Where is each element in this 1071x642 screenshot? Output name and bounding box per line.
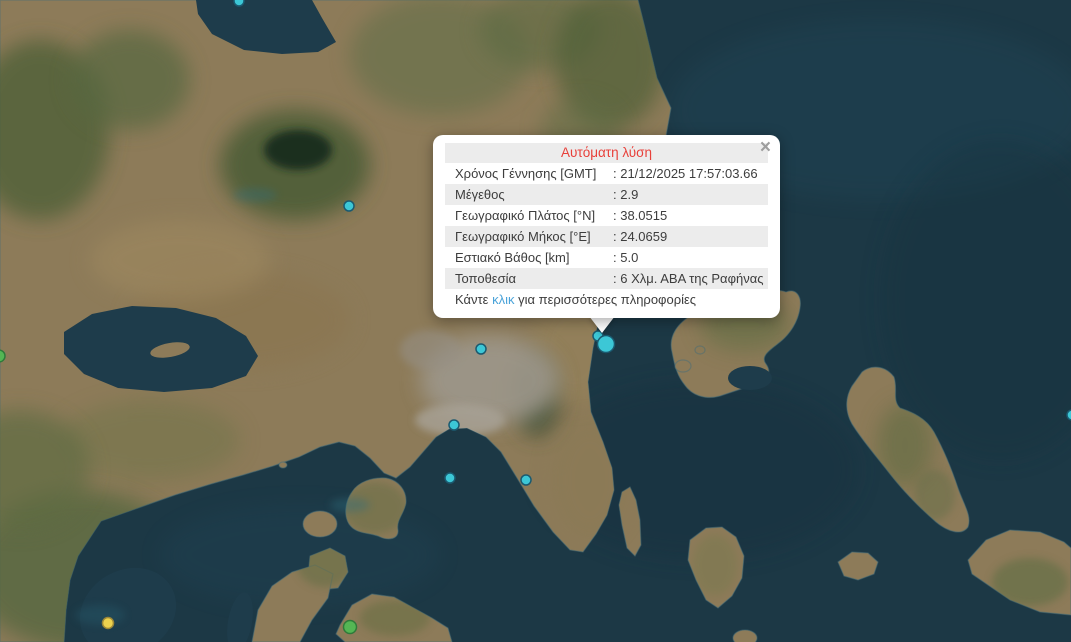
event-marker[interactable] bbox=[520, 474, 532, 486]
event-marker[interactable] bbox=[444, 472, 456, 484]
event-marker[interactable] bbox=[0, 349, 6, 363]
footer-text-prefix: Κάντε bbox=[455, 292, 493, 307]
attribute-label: Γεωγραφικό Πλάτος [°N] bbox=[455, 208, 596, 223]
selected-event-marker[interactable] bbox=[596, 334, 616, 354]
event-attribute-row: Γεωγραφικό Μήκος [°E] : 24.0659 bbox=[445, 226, 768, 247]
footer-text-suffix: για περισσότερες πληροφορίες bbox=[514, 292, 697, 307]
attribute-label: Εστιακό Βάθος [km] bbox=[455, 250, 570, 265]
event-marker[interactable] bbox=[448, 419, 460, 431]
event-attribute-row: Χρόνος Γέννησης [GMT] : 21/12/2025 17:57:… bbox=[445, 163, 768, 184]
event-attribute-row: Τοποθεσία : 6 Χλμ. ΑΒΑ της Ραφήνας bbox=[445, 268, 768, 289]
event-marker[interactable] bbox=[342, 619, 358, 635]
event-marker[interactable] bbox=[233, 0, 245, 7]
attribute-value: : 24.0659 bbox=[613, 229, 668, 244]
attribute-value: : 38.0515 bbox=[613, 208, 668, 223]
event-attribute-row: Εστιακό Βάθος [km] : 5.0 bbox=[445, 247, 768, 268]
popup-title: Αυτόματη λύση bbox=[445, 143, 768, 163]
event-marker[interactable] bbox=[343, 200, 355, 212]
close-icon[interactable]: × bbox=[759, 137, 771, 158]
event-info-popup: × Αυτόματη λύση Χρόνος Γέννησης [GMT] : 2… bbox=[433, 135, 780, 318]
event-marker[interactable] bbox=[475, 343, 487, 355]
event-marker[interactable] bbox=[101, 616, 115, 630]
popup-tail bbox=[589, 316, 615, 333]
popup-footer: Κάντε κλικ για περισσότερες πληροφορίες bbox=[445, 289, 768, 310]
event-attribute-row: Γεωγραφικό Πλάτος [°N] : 38.0515 bbox=[445, 205, 768, 226]
attribute-value: : 5.0 bbox=[613, 250, 639, 265]
attribute-value: : 2.9 bbox=[613, 187, 639, 202]
attribute-label: Μέγεθος bbox=[455, 187, 505, 202]
attribute-label: Χρόνος Γέννησης [GMT] bbox=[455, 166, 597, 181]
attribute-label: Τοποθεσία bbox=[455, 271, 517, 286]
attribute-value: : 21/12/2025 17:57:03.66 bbox=[613, 166, 758, 181]
event-attribute-row: Μέγεθος : 2.9 bbox=[445, 184, 768, 205]
attribute-value: : 6 Χλμ. ΑΒΑ της Ραφήνας bbox=[613, 271, 764, 286]
more-info-link[interactable]: κλικ bbox=[492, 292, 515, 307]
popup-rows: Χρόνος Γέννησης [GMT] : 21/12/2025 17:57:… bbox=[445, 163, 768, 289]
attribute-label: Γεωγραφικό Μήκος [°E] bbox=[455, 229, 591, 244]
event-marker[interactable] bbox=[1066, 409, 1071, 421]
bay-islet bbox=[150, 342, 190, 358]
